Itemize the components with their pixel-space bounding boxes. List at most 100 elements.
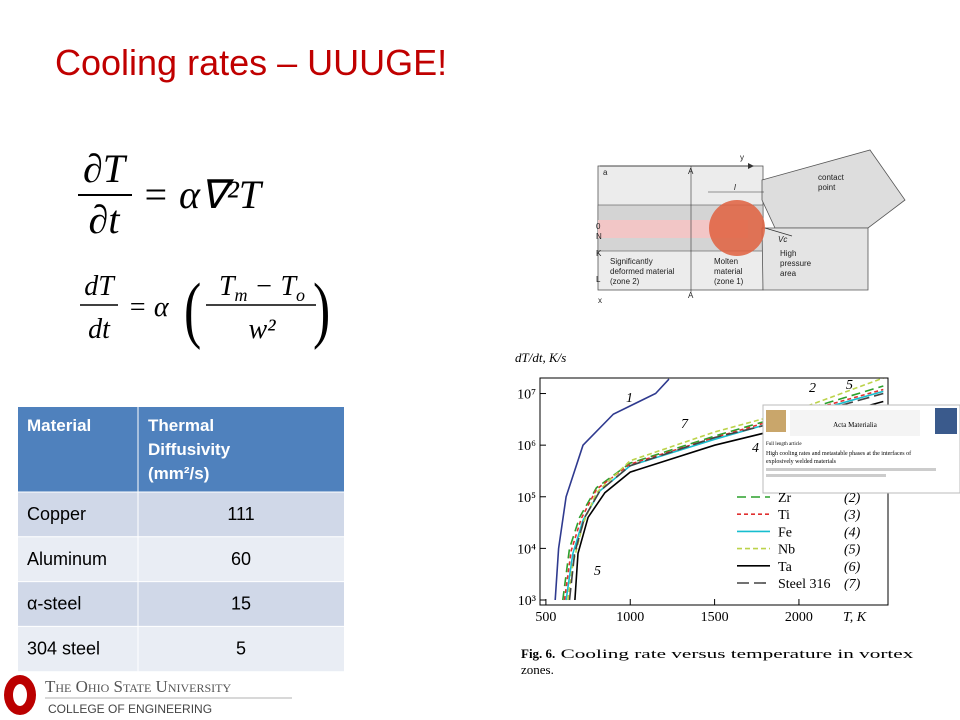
cell: 111 [227, 504, 254, 524]
y-tick-label: 10³ [518, 594, 536, 609]
label: point [818, 183, 836, 192]
paren: ) [313, 268, 330, 350]
y-tick-label: 10⁴ [517, 542, 536, 557]
cell: 304 steel [27, 638, 100, 658]
cell: 60 [231, 549, 251, 569]
denominator: ∂t [89, 197, 121, 242]
cell: 15 [231, 594, 251, 614]
numerator: ∂T [83, 146, 128, 191]
legend-label: Nb [778, 543, 795, 558]
inset-text [766, 474, 886, 477]
inner-numerator: Tm − To [219, 271, 305, 305]
inset-text [766, 468, 936, 471]
label: K [596, 249, 602, 258]
slide-title: Cooling rates – UUUGE! [55, 42, 447, 83]
plate [761, 227, 869, 291]
label: material [714, 267, 743, 276]
sym: − T [248, 271, 299, 302]
x-axis-label: T, K [843, 610, 867, 625]
curve-label: 4 [752, 441, 759, 456]
header-cell: (mm²/s) [148, 464, 209, 483]
sub: o [296, 285, 305, 305]
arrow [748, 163, 754, 169]
inset-logo [766, 410, 786, 432]
diagram: y a A A l 0 N K L x contact point Vc Hig… [596, 149, 906, 305]
label: L [596, 275, 601, 284]
cell: Copper [27, 504, 86, 524]
inset-cover [935, 408, 957, 434]
legend-number: (6) [844, 560, 861, 575]
legend-number: (3) [844, 508, 861, 523]
legend-number: (4) [844, 525, 861, 540]
sym: T [219, 271, 237, 302]
molten-zone [709, 200, 765, 256]
inset-title: High cooling rates and metastable phases… [766, 450, 911, 457]
legend-label: Zr [778, 491, 792, 506]
y-tick-label: 10⁵ [517, 491, 536, 506]
legend-number: (7) [844, 577, 861, 592]
series-line [554, 378, 670, 601]
numerator: dT [84, 271, 116, 302]
denominator: dt [88, 314, 111, 345]
label: (zone 1) [714, 277, 744, 286]
rhs: = α∇²T [142, 172, 264, 217]
header-row [18, 407, 344, 492]
y-axis-label: dT/dt, K/s [515, 350, 566, 365]
label: A [688, 291, 694, 300]
university: The Ohio State University [45, 677, 231, 696]
label: N [596, 232, 602, 241]
label: (zone 2) [610, 277, 640, 286]
caption-text: Cooling rate versus temperature in vorte… [555, 646, 914, 661]
curve-label: 7 [681, 417, 689, 432]
inset-journal: Acta Materialia [833, 421, 878, 429]
label: 0 [596, 222, 601, 231]
label: l [734, 183, 736, 192]
legend-label: Fe [778, 525, 792, 540]
table: Material Thermal Diffusivity (mm²/s) Copper 1… [18, 407, 344, 672]
label: area [780, 269, 797, 278]
curve-label: 2 [809, 381, 816, 396]
chart: dT/dt, K/s T, K 10³ 10⁴ 10⁵ 10⁶ 10⁷ 500 1000 1500… [515, 350, 960, 677]
x-tick-label: 2000 [785, 610, 813, 625]
inner-denominator: w² [248, 314, 276, 345]
label: Significantly [610, 257, 653, 266]
cell: Aluminum [27, 549, 107, 569]
footer: The Ohio State University COLLEGE OF ENG… [4, 675, 292, 716]
caption: Fig. 6. Cooling rate versus temperature … [521, 646, 914, 661]
inset-title: explosively welded materials [766, 459, 837, 465]
label: pressure [780, 259, 812, 268]
table-row [18, 581, 344, 627]
header-cell: Material [27, 416, 91, 435]
curve-label: 1 [626, 391, 633, 406]
velocity-arrow [764, 227, 793, 237]
x-tick-label: 1500 [701, 610, 729, 625]
cell: 5 [236, 638, 246, 658]
curve-label: 5 [846, 378, 853, 393]
header-cell: Diffusivity [148, 440, 231, 459]
y-tick-label: 10⁷ [517, 388, 536, 403]
table-row [18, 492, 344, 537]
inset-kind: Full length article [766, 442, 802, 447]
caption-label: Fig. 6. [521, 646, 555, 661]
equation-2: dT dt = α ( Tm − To w² ) [80, 268, 330, 350]
inset-band [790, 410, 920, 436]
legend-number: (5) [844, 543, 861, 558]
header-cell: Thermal [148, 416, 214, 435]
x-tick-label: 500 [535, 610, 556, 625]
cell: α-steel [27, 594, 81, 614]
legend-label: Steel 316 [778, 577, 831, 592]
curve-label: 5 [594, 564, 601, 579]
label: Molten [714, 257, 738, 266]
label: a [603, 168, 608, 177]
label: deformed material [610, 267, 675, 276]
table-row [18, 626, 344, 672]
label: Vc [778, 235, 787, 244]
table-row [18, 536, 344, 582]
legend-number: (2) [844, 491, 861, 506]
rhs: = α [128, 292, 170, 323]
legend-label: Ta [778, 560, 793, 575]
paren: ( [184, 268, 201, 350]
equation-1: ∂T ∂t = α∇²T [78, 146, 264, 242]
label: y [740, 153, 744, 162]
